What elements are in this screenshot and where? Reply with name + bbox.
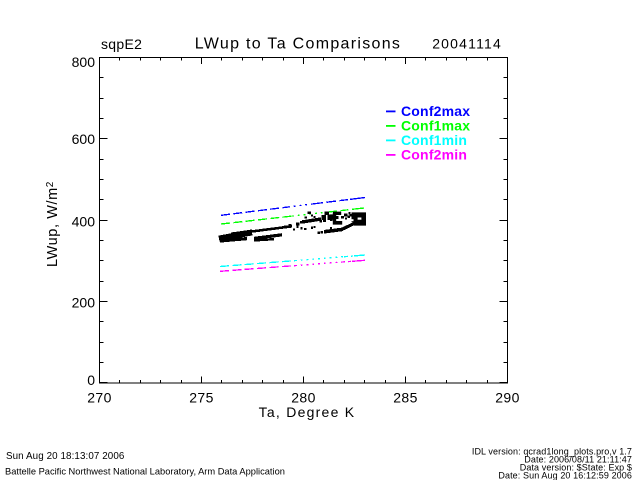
svg-text:Ta, Degree K: Ta, Degree K bbox=[259, 404, 356, 420]
svg-text:290: 290 bbox=[495, 390, 520, 406]
svg-text:280: 280 bbox=[291, 390, 316, 406]
svg-text:sqpE2: sqpE2 bbox=[101, 36, 142, 52]
svg-text:800: 800 bbox=[72, 54, 96, 70]
svg-text:Date: 2006/08/11 21:11:47: Date: 2006/08/11 21:11:47 bbox=[524, 455, 632, 465]
svg-text:LWup to Ta Comparisons: LWup to Ta Comparisons bbox=[195, 36, 401, 53]
svg-text:Date: Sun Aug 20 16:12:59 2006: Date: Sun Aug 20 16:12:59 2006 bbox=[498, 471, 632, 480]
svg-text:275: 275 bbox=[189, 390, 214, 406]
svg-text:Sun Aug 20 18:13:07 2006: Sun Aug 20 18:13:07 2006 bbox=[6, 451, 125, 462]
svg-text:Conf2min: Conf2min bbox=[401, 147, 467, 163]
svg-text:400: 400 bbox=[72, 214, 96, 230]
svg-text:Conf1min: Conf1min bbox=[401, 132, 467, 148]
svg-text:200: 200 bbox=[72, 294, 96, 310]
svg-text:600: 600 bbox=[72, 131, 96, 147]
svg-text:20041114: 20041114 bbox=[432, 36, 502, 52]
svg-text:IDL version: qcrad1long_plots.: IDL version: qcrad1long_plots.pro,v 1.7 bbox=[472, 447, 632, 457]
svg-text:0: 0 bbox=[87, 372, 95, 388]
svg-text:285: 285 bbox=[393, 390, 418, 406]
svg-text:270: 270 bbox=[87, 390, 112, 406]
svg-text:Conf2max: Conf2max bbox=[401, 103, 470, 119]
svg-text:LWup, W/m2: LWup, W/m2 bbox=[45, 181, 61, 267]
svg-text:Data version: $State: Exp $: Data version: $State: Exp $ bbox=[520, 463, 632, 473]
svg-text:Battelle Pacific Northwest Nat: Battelle Pacific Northwest National Labo… bbox=[5, 467, 285, 477]
svg-text:Conf1max: Conf1max bbox=[401, 118, 470, 134]
